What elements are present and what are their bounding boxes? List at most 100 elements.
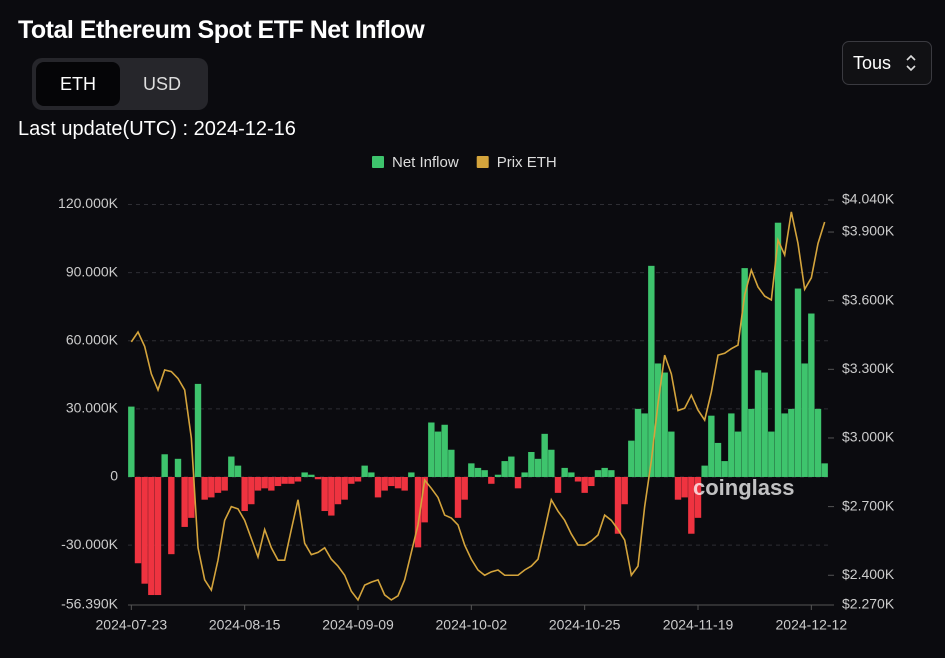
bar (328, 476, 335, 516)
bar (474, 467, 482, 477)
bar (741, 268, 748, 477)
bar (154, 476, 162, 596)
range-select[interactable]: Tous (842, 41, 932, 85)
bar (314, 476, 322, 480)
y2-tick-label: $3.000K (842, 429, 895, 445)
bar (781, 413, 788, 477)
last-update: Last update(UTC) : 2024-12-16 (18, 118, 296, 140)
bar (174, 458, 182, 477)
x-tick-label: 2024-12-12 (776, 617, 848, 633)
bar (501, 461, 508, 477)
y2-tick-label: $4.040K (842, 191, 895, 207)
x-tick-label: 2024-10-02 (436, 617, 508, 633)
bar (808, 313, 815, 477)
bar (234, 465, 242, 477)
bar (421, 476, 428, 523)
bar (628, 440, 635, 477)
y2-tick-label: $3.300K (842, 360, 895, 376)
bar (348, 476, 355, 484)
bar (134, 476, 142, 564)
bar (321, 476, 328, 512)
title: Total Ethereum Spot ETF Net Inflow (18, 16, 425, 44)
bar (534, 458, 542, 477)
bar (568, 472, 575, 477)
bar (434, 431, 442, 477)
bar (341, 476, 348, 500)
bar (721, 461, 728, 477)
bar (554, 476, 562, 493)
bar (654, 363, 662, 477)
x-tick-label: 2024-07-23 (96, 617, 168, 633)
bar (201, 476, 208, 500)
bar (574, 476, 582, 482)
bar (728, 413, 735, 477)
bar (788, 408, 795, 477)
bar (408, 472, 415, 477)
bar (161, 454, 168, 477)
bar (794, 288, 802, 477)
bar (254, 476, 262, 491)
bar (528, 452, 535, 477)
bar (368, 472, 375, 477)
bar (334, 476, 342, 505)
y2-tick-label: $2.270K (842, 596, 895, 612)
bar (194, 383, 202, 477)
bar (548, 449, 555, 477)
bar (681, 476, 688, 498)
y-tick-label: 90.000K (66, 263, 119, 279)
bar (294, 476, 302, 482)
bar (774, 222, 782, 477)
bar (694, 476, 702, 518)
bar (268, 476, 275, 491)
legend-label: Prix ETH (497, 154, 557, 171)
bar (401, 476, 408, 491)
bar (594, 470, 602, 477)
bar (454, 476, 462, 518)
bar (141, 476, 148, 584)
bar (541, 433, 548, 477)
bar (168, 476, 175, 555)
bar (494, 474, 502, 477)
bar (214, 476, 222, 493)
bar (261, 476, 268, 489)
bar (608, 470, 615, 477)
bar (281, 476, 288, 484)
bar (521, 472, 528, 477)
bar (661, 372, 668, 477)
y2-tick-label: $2.400K (842, 566, 895, 582)
bar (561, 467, 568, 477)
price-line (130, 211, 826, 602)
bar (814, 408, 822, 477)
y2-tick-label: $3.900K (842, 223, 895, 239)
bar (308, 474, 315, 477)
bar (461, 476, 468, 500)
y2-tick-label: $2.700K (842, 497, 895, 513)
bar (228, 456, 235, 477)
bar (428, 422, 435, 477)
y-tick-label: -30.000K (61, 536, 118, 552)
unit-button[interactable]: ETH (36, 62, 120, 106)
bar (288, 476, 295, 484)
bar (581, 476, 588, 493)
bar (441, 424, 448, 477)
bar (514, 476, 522, 489)
bar (621, 476, 628, 505)
y-tick-label: 30.000K (66, 400, 119, 416)
bar (208, 476, 215, 498)
bar (701, 465, 708, 477)
bar (821, 463, 828, 477)
bar (128, 406, 135, 477)
bar (481, 470, 488, 477)
bar (374, 476, 382, 498)
legend-label: Net Inflow (392, 154, 459, 171)
unit-button[interactable]: USD (142, 74, 181, 94)
bar (688, 476, 695, 534)
bar (241, 476, 248, 512)
bar (388, 476, 395, 487)
bar (714, 442, 722, 477)
y-tick-label: 0 (110, 468, 118, 484)
bar (648, 265, 655, 477)
x-tick-label: 2024-10-25 (549, 617, 621, 633)
y-tick-label: 120.000K (58, 195, 119, 211)
